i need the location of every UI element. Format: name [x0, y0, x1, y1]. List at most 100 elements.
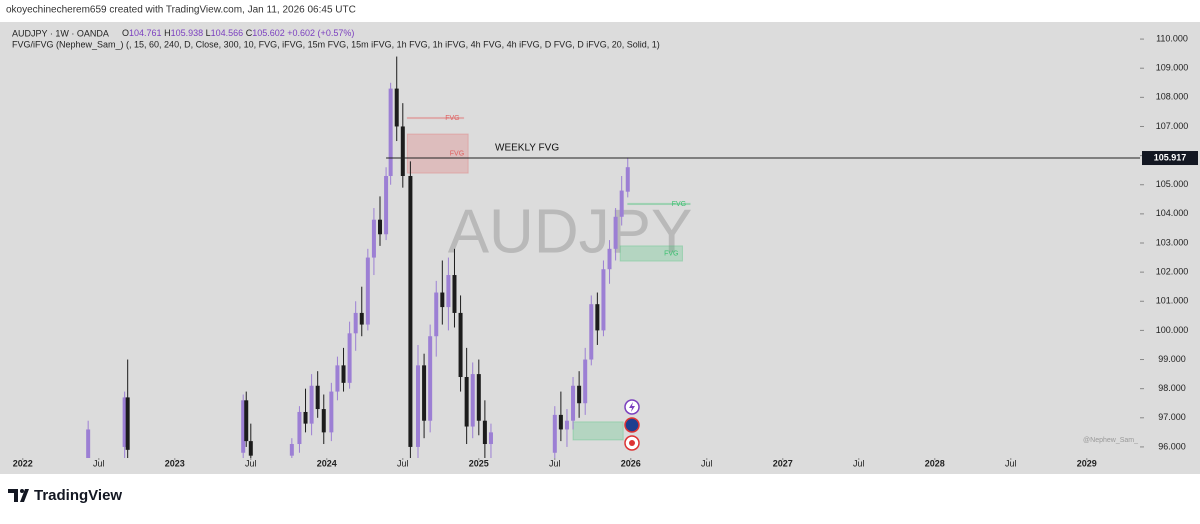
x-tick-label: Jul — [397, 458, 409, 468]
ohlc-value: 104.566 — [211, 28, 244, 38]
candle-body — [365, 257, 370, 325]
candle-body — [315, 385, 320, 410]
y-tick-label: 101.000 — [1156, 296, 1189, 306]
plot — [86, 56, 1140, 458]
x-tick-label: Jul — [245, 458, 257, 468]
event-icon-glyph — [629, 440, 635, 446]
fvg-label: FVG — [664, 250, 678, 257]
y-tick-label: 100.000 — [1156, 325, 1189, 335]
candle-body — [241, 400, 246, 453]
candle-body — [388, 88, 393, 176]
y-tick-label: 108.000 — [1156, 92, 1189, 102]
brand-logo: TradingView — [8, 487, 122, 504]
candle-body — [125, 397, 130, 450]
candle-body — [378, 219, 382, 235]
ohlc-key: L — [206, 28, 211, 38]
symbol: AUDJPY · 1W · OANDA — [12, 28, 109, 38]
x-tick-label: 2026 — [621, 458, 641, 468]
y-tick-label: 107.000 — [1156, 121, 1189, 131]
ohlc-value: 105.938 — [171, 28, 204, 38]
y-tick-label: 102.000 — [1156, 267, 1189, 277]
candle-body — [613, 216, 618, 249]
candle-body — [371, 219, 376, 258]
fvg-zone — [627, 202, 691, 206]
price-badge-label: 105.917 — [1154, 152, 1187, 162]
candle-body — [384, 175, 389, 235]
candle-body — [583, 359, 588, 404]
candle-body — [564, 420, 569, 430]
ohlc-value: 105.602 — [252, 28, 285, 38]
candle-body — [589, 304, 594, 360]
candle-body — [607, 248, 612, 270]
y-tick-label: 109.000 — [1156, 63, 1189, 73]
candle-body — [335, 365, 340, 392]
candle-body — [329, 391, 334, 433]
ohlc-key: C — [246, 28, 253, 38]
candle-body — [577, 385, 582, 404]
x-tick-label: 2028 — [925, 458, 945, 468]
x-tick-label: Jul — [549, 458, 561, 468]
candle-body — [248, 441, 253, 456]
ohlc: O104.761 H105.938 L104.566 C105.602 +0.6… — [122, 28, 354, 38]
candle-body — [408, 175, 413, 447]
x-tick-label: 2023 — [165, 458, 185, 468]
plot-background: AUDJPY — [22, 38, 1144, 460]
candle-body — [400, 126, 405, 176]
candle-body — [625, 167, 630, 192]
overlay: AUDJPY · 1W · OANDA O104.761 H105.938 L1… — [12, 28, 1198, 468]
candle-body — [341, 365, 346, 383]
y-tick-label: 110.000 — [1156, 33, 1188, 43]
candle-body — [353, 312, 358, 334]
y-tick-label: 98.000 — [1158, 383, 1186, 393]
x-tick-label: Jul — [1005, 458, 1017, 468]
x-tick-label: Jul — [853, 458, 865, 468]
x-tick-label: 2025 — [469, 458, 489, 468]
candle-body — [309, 385, 314, 424]
candle-body — [470, 374, 475, 427]
x-tick-label: 2024 — [317, 458, 337, 468]
candle-body — [416, 365, 420, 447]
event-icon-glyph — [629, 402, 635, 412]
candle-body — [601, 269, 606, 331]
candle-body — [297, 411, 302, 445]
x-tick-label: 2029 — [1077, 458, 1097, 468]
y-tick-label: 97.000 — [1158, 412, 1186, 422]
candle-body — [619, 190, 624, 217]
indicator: FVG/iFVG (Nephew_Sam_) (, 15, 60, 240, D… — [12, 39, 660, 49]
candle-body — [303, 411, 308, 424]
fvg-zone — [619, 245, 683, 262]
price-line-label: WEEKLY FVG — [495, 143, 559, 154]
y-tick-label: 99.000 — [1158, 354, 1186, 364]
chart-panel — [0, 22, 1200, 474]
candle-body — [595, 304, 600, 331]
fvg-label: FVG — [672, 201, 686, 208]
candle-body — [122, 397, 127, 447]
candle-body — [440, 292, 445, 308]
candle-body — [321, 409, 326, 433]
ohlc-key: O — [122, 28, 129, 38]
signature: @Nephew_Sam_ — [1083, 437, 1138, 444]
candle-body — [428, 336, 433, 421]
price-badge — [1142, 151, 1198, 166]
x-tick-label: Jul — [701, 458, 713, 468]
candle-body — [422, 365, 427, 421]
x-tick-label: 2027 — [773, 458, 793, 468]
fvg-label: FVG — [445, 115, 459, 122]
ohlc-change: +0.602 (+0.57%) — [287, 28, 354, 38]
candle-body — [359, 312, 364, 325]
x-tick-label: Jul — [93, 458, 105, 468]
candle-body — [244, 400, 249, 442]
candle-body — [289, 444, 294, 456]
candle-body — [452, 275, 457, 313]
x-tick-label: 2022 — [13, 458, 33, 468]
ohlc-key: H — [164, 28, 171, 38]
candle-body — [571, 385, 576, 421]
candle-body — [434, 292, 439, 337]
watermark: AUDJPY — [448, 197, 693, 266]
candle-body — [458, 312, 463, 378]
event-icon[interactable] — [624, 417, 640, 433]
candle-body — [394, 88, 399, 127]
candle-body — [347, 333, 352, 383]
